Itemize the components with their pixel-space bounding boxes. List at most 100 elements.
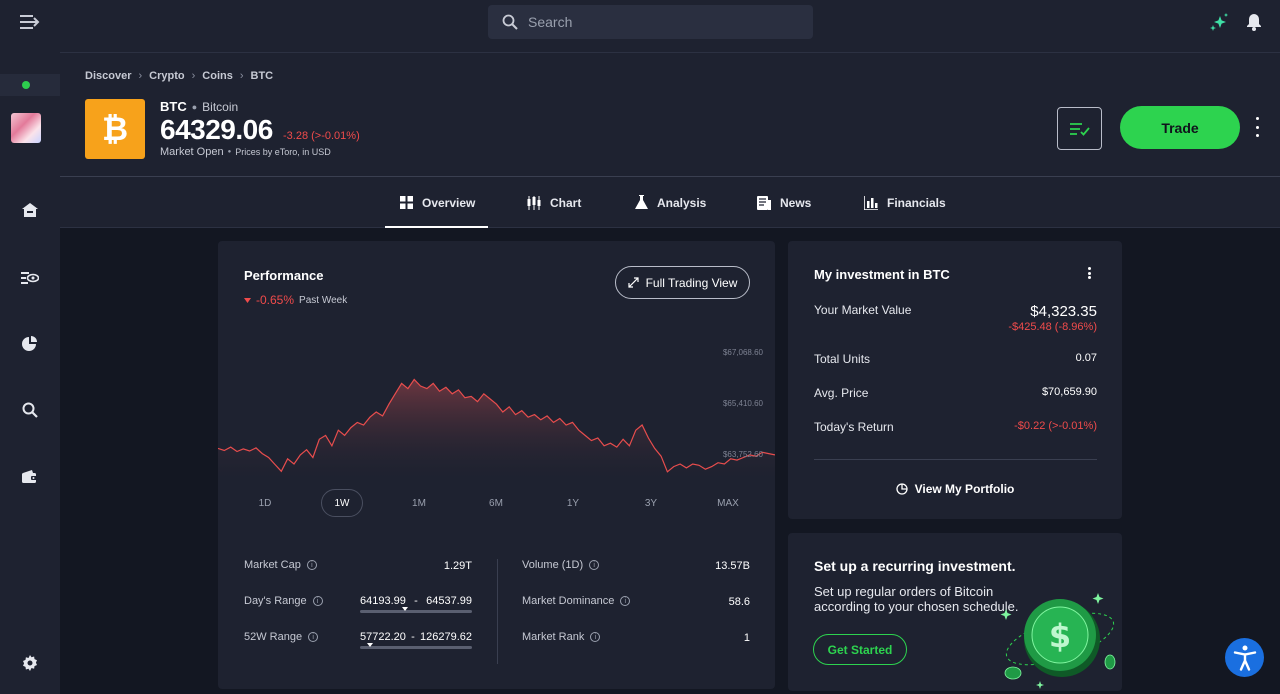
- tab-label: Chart: [550, 195, 582, 210]
- breadcrumb-separator: ›: [239, 70, 244, 82]
- expand-icon: [627, 277, 639, 288]
- get-started-button[interactable]: Get Started: [813, 634, 907, 665]
- separator-dot: ●: [191, 101, 198, 112]
- recurring-description: Set up regular orders of Bitcoin accordi…: [814, 584, 1019, 614]
- tab-chart[interactable]: Chart: [527, 177, 581, 228]
- y-axis-label: $65,410.60: [722, 399, 763, 408]
- watchlist-icon[interactable]: [0, 266, 60, 290]
- stat-market-dominance: Market Dominance i 58.6: [522, 595, 750, 611]
- y-axis-label: $67,068.60: [722, 348, 763, 357]
- search-box[interactable]: [488, 5, 813, 39]
- tab-financials[interactable]: Financials: [864, 177, 946, 228]
- avg-price-row: Avg. Price $70,659.90: [814, 386, 1097, 400]
- dollar-coin-illustration-icon: $: [998, 589, 1122, 691]
- stat-volume: Volume (1D) i 13.57B: [522, 559, 750, 575]
- stat-days-range: Day's Range i 64193.99-64537.99: [244, 595, 472, 613]
- tab-label: Analysis: [657, 195, 707, 210]
- stat-52w-range: 52W Range i 57722.20-126279.62: [244, 631, 472, 649]
- avatar[interactable]: [11, 113, 41, 143]
- instrument-header: Discover › Crypto › Coins › BTC ₿ BTC ● …: [60, 53, 1280, 177]
- separator-dot: ●: [227, 149, 232, 155]
- y-axis-label: $63,752.60: [722, 450, 763, 459]
- search-input[interactable]: [528, 14, 788, 30]
- price-area: [218, 379, 775, 481]
- info-icon[interactable]: i: [308, 632, 319, 642]
- down-arrow-icon: [244, 297, 251, 303]
- user-status-strip: [0, 74, 60, 96]
- collapse-menu-icon[interactable]: [0, 10, 60, 34]
- tab-label: Overview: [422, 195, 476, 210]
- price-chart[interactable]: $67,068.60 $65,410.60 $63,752.60: [217, 341, 776, 481]
- stat-market-rank: Market Rank i 1: [522, 631, 750, 647]
- more-options-icon[interactable]: [1088, 267, 1092, 279]
- breadcrumb-coins[interactable]: Coins: [202, 70, 233, 82]
- stat-label: Market Cap: [244, 559, 301, 571]
- stat-value: 1.29T: [443, 560, 472, 572]
- info-icon[interactable]: i: [312, 596, 323, 606]
- tab-label: Financials: [887, 195, 946, 210]
- view-portfolio-link[interactable]: View My Portfolio: [788, 482, 1122, 496]
- performance-card: Performance -0.65% Past Week Full Tradin…: [217, 241, 776, 689]
- range-high: 126279.62: [420, 631, 472, 643]
- newspaper-icon: [757, 195, 771, 210]
- range-6m[interactable]: 6M: [489, 497, 503, 509]
- range-separator: -: [414, 595, 418, 607]
- price-line: [217, 378, 776, 473]
- recurring-investment-card: Set up a recurring investment. Set up re…: [788, 533, 1122, 691]
- days-range-bar: [360, 607, 472, 613]
- accessibility-button[interactable]: [1225, 638, 1264, 677]
- breadcrumb-crypto[interactable]: Crypto: [149, 70, 185, 82]
- home-icon[interactable]: [0, 198, 60, 222]
- range-1w[interactable]: 1W: [321, 489, 363, 517]
- top-bar: [60, 0, 1280, 53]
- range-low: 57722.20: [360, 631, 406, 643]
- price-change: -3.28 (>-0.01%): [283, 130, 360, 142]
- total-units-row: Total Units 0.07: [814, 352, 1097, 366]
- stats-divider: [497, 559, 498, 664]
- info-icon[interactable]: i: [620, 596, 631, 606]
- todays-return-label: Today's Return: [814, 420, 894, 434]
- total-units-value: 0.07: [1075, 352, 1097, 364]
- tab-overview[interactable]: Overview: [384, 177, 489, 228]
- watchlist-check-icon: [1069, 122, 1090, 136]
- ai-sparkle-icon[interactable]: [1208, 12, 1230, 39]
- add-to-watchlist-button[interactable]: [1057, 107, 1102, 150]
- market-value-row: Your Market Value $4,323.35 -$425.48 (-8…: [814, 303, 1097, 333]
- online-status-dot: [22, 81, 30, 89]
- performance-period: Past Week: [299, 294, 348, 306]
- avg-price-label: Avg. Price: [814, 386, 869, 400]
- range-1d[interactable]: 1D: [258, 497, 272, 509]
- range-separator: -: [411, 631, 415, 643]
- investment-title: My investment in BTC: [814, 267, 950, 282]
- more-options-icon[interactable]: [1250, 117, 1264, 137]
- range-1m[interactable]: 1M: [412, 497, 426, 509]
- divider: [814, 459, 1097, 460]
- price-source: Prices by eToro, in USD: [235, 147, 331, 157]
- breadcrumb-discover[interactable]: Discover: [85, 70, 132, 82]
- range-3y[interactable]: 3Y: [644, 497, 658, 509]
- performance-change: -0.65%: [256, 293, 295, 307]
- grid-icon: [400, 196, 413, 209]
- full-trading-view-button[interactable]: Full Trading View: [615, 266, 750, 299]
- stat-value: 58.6: [728, 596, 750, 608]
- range-max[interactable]: MAX: [717, 497, 739, 509]
- range-1y[interactable]: 1Y: [566, 497, 580, 509]
- info-icon[interactable]: i: [590, 632, 601, 642]
- info-icon[interactable]: i: [306, 560, 317, 570]
- notifications-bell-icon[interactable]: [1246, 13, 1262, 36]
- search-icon[interactable]: [0, 398, 60, 422]
- range-marker: [367, 643, 374, 647]
- breadcrumb-separator: ›: [191, 70, 196, 82]
- breadcrumb-current: BTC: [250, 70, 274, 82]
- info-icon[interactable]: i: [589, 560, 600, 570]
- market-value-label: Your Market Value: [814, 303, 912, 317]
- market-value: $4,323.35: [1030, 303, 1097, 320]
- tab-label: News: [780, 195, 812, 210]
- tab-analysis[interactable]: Analysis: [635, 177, 706, 228]
- settings-gear-icon[interactable]: [0, 651, 60, 675]
- wallet-icon[interactable]: [0, 465, 60, 489]
- 52w-range-bar: [360, 643, 472, 649]
- portfolio-pie-icon[interactable]: [0, 332, 60, 356]
- trade-button[interactable]: Trade: [1120, 106, 1240, 149]
- tab-news[interactable]: News: [757, 177, 811, 228]
